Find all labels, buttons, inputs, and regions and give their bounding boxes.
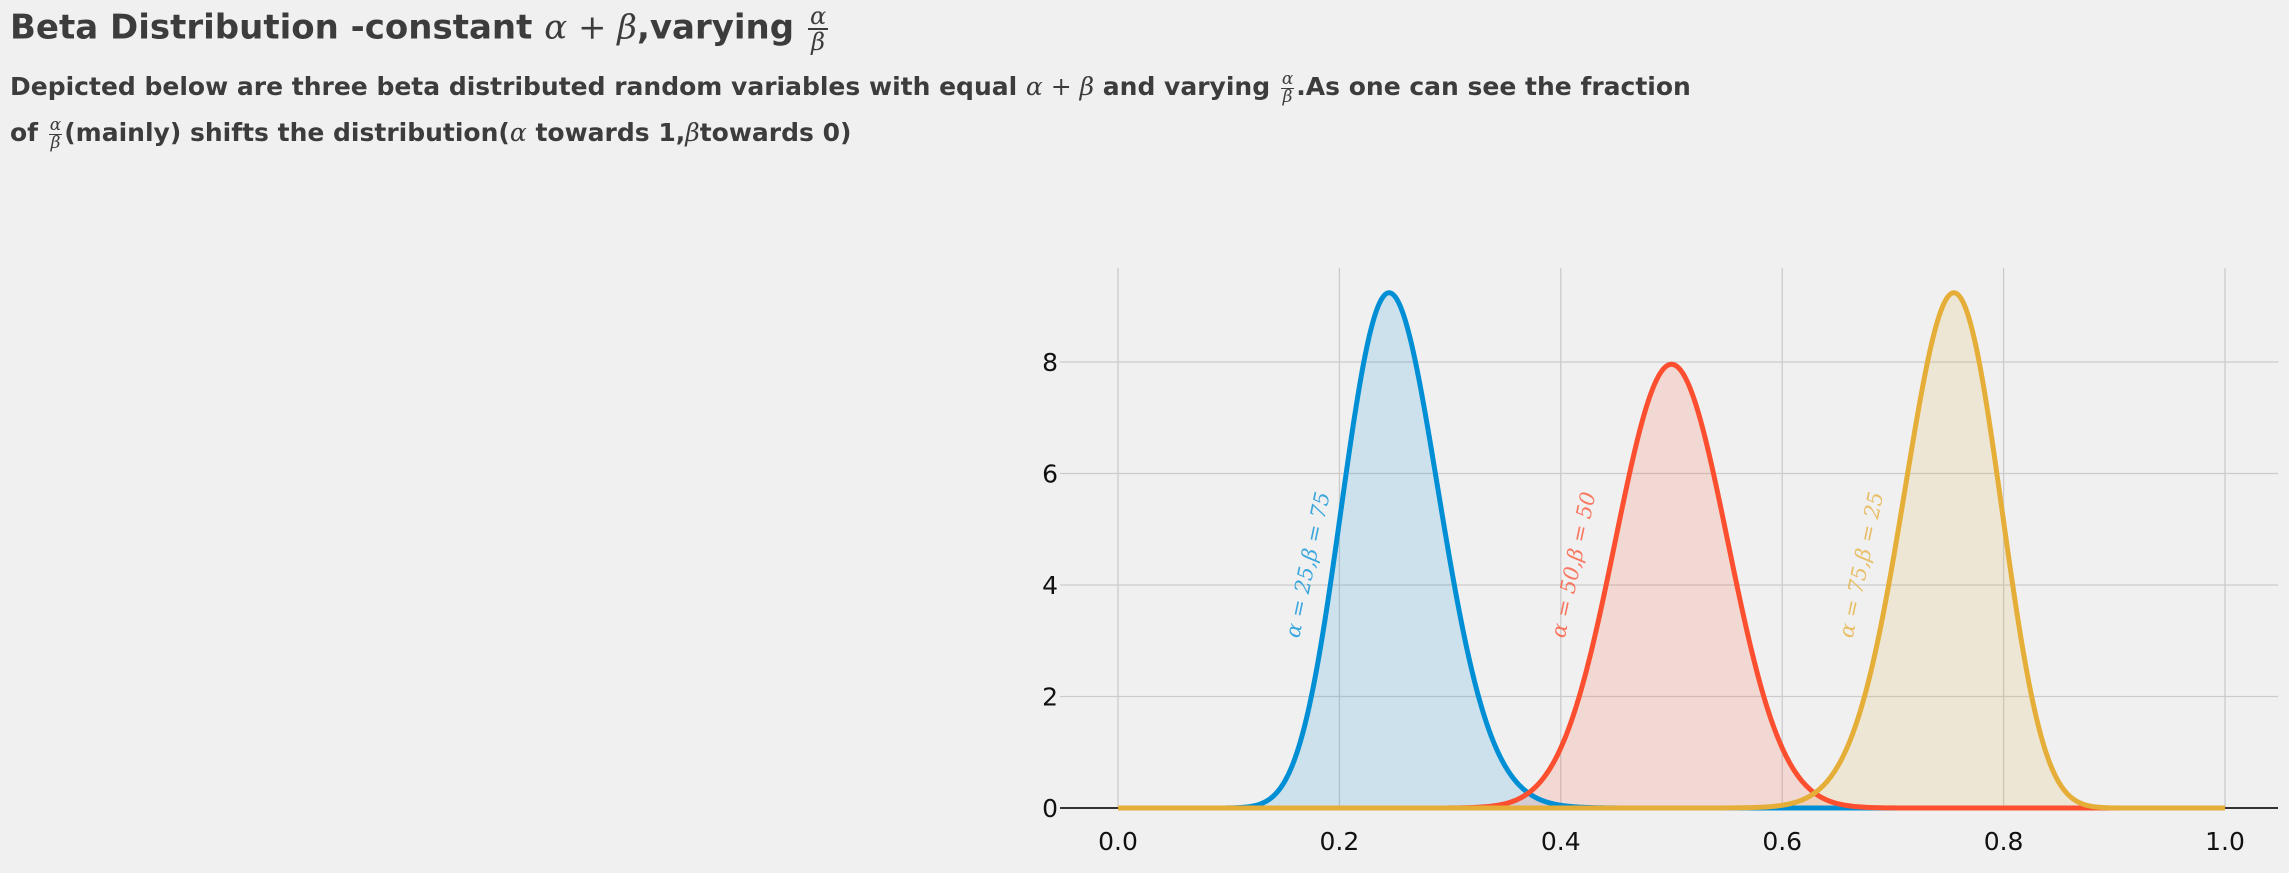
series-lines (1117, 290, 2226, 811)
area-fills (1118, 292, 2225, 809)
x-tick-label: 1.0 (2205, 827, 2245, 856)
subtitle-line-2: of α β (mainly) shifts the distribution(α … (10, 114, 852, 153)
x-tick-label: 0.4 (1541, 827, 1581, 856)
series-area-fill (1118, 292, 2225, 809)
series-line (1117, 290, 2226, 811)
chart-title: Beta Distribution -constant α + β,varyin… (10, 2, 829, 56)
series-area-fill (1118, 364, 2225, 808)
x-tick-label: 0.6 (1762, 827, 1802, 856)
y-tick-label: 4 (1042, 571, 1058, 600)
chart-subtitle: Depicted below are three beta distribute… (10, 64, 1691, 156)
subtitle-line-1: Depicted below are three beta distribute… (10, 68, 1691, 107)
y-tick-label: 0 (1042, 794, 1058, 823)
tick-labels: 0.0 0.2 0.4 0.6 0.8 1.0 0 2 4 6 8 (1042, 348, 2245, 856)
series-area-fill (1118, 292, 2225, 809)
x-tick-label: 0.8 (1984, 827, 2024, 856)
x-tick-label: 0.0 (1098, 827, 1138, 856)
y-tick-label: 2 (1042, 683, 1058, 712)
series-label: α = 50,β = 50 (1546, 490, 1600, 640)
y-tick-label: 8 (1042, 348, 1058, 377)
x-tick-label: 0.2 (1320, 827, 1360, 856)
y-tick-label: 6 (1042, 460, 1058, 489)
